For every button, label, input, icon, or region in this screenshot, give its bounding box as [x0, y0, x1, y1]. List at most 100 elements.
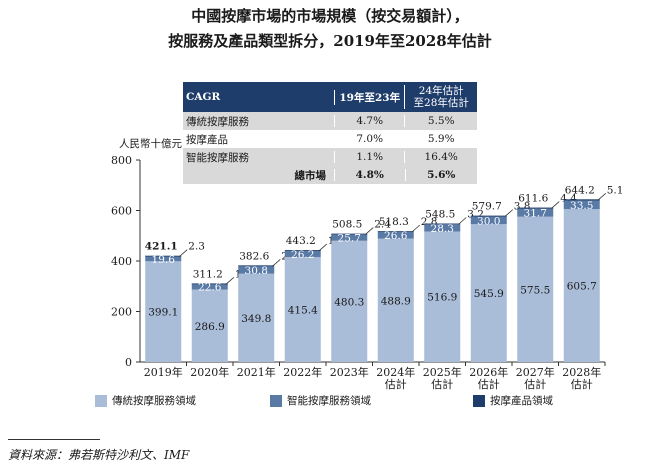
bar-segment-traditional	[377, 238, 414, 362]
bar-segment-smart	[517, 208, 554, 217]
source-note: 資料來源：弗若斯特沙利文、IMF	[8, 448, 190, 462]
data-label-total: 421.1	[145, 241, 178, 253]
x-tick-label: 2028年	[562, 365, 601, 379]
x-tick-label: 2019年	[144, 365, 183, 379]
cagr-row-value1: 1.1%	[333, 151, 405, 163]
data-label-smart: 28.3	[431, 223, 454, 235]
product-leader-line	[225, 277, 235, 285]
data-label-total: 644.2	[565, 184, 595, 196]
cagr-row-label: 傳統按摩服務	[186, 115, 249, 128]
bar-segment-product	[424, 223, 461, 225]
data-label-total: 579.7	[472, 201, 502, 213]
data-label-traditional: 349.8	[241, 313, 271, 325]
legend-label: 智能按摩服務領域	[287, 395, 371, 407]
bar-segment-product	[331, 233, 368, 235]
cagr-row-value1: 7.0%	[333, 133, 405, 145]
data-label-total: 311.2	[193, 268, 223, 280]
bar-segment-smart	[238, 265, 275, 274]
legend-item-smart: 智能按摩服務領域	[270, 393, 371, 408]
cagr-header-label: CAGR	[186, 91, 221, 103]
y-tick-label: 0	[125, 356, 132, 369]
cagr-header-period2-line2: 至28年估計	[413, 97, 469, 109]
data-label-smart: 30.0	[477, 215, 500, 227]
bar-segment-smart	[377, 231, 414, 239]
data-label-total: 548.5	[425, 209, 455, 221]
x-tick-label: 2020年	[190, 365, 229, 379]
data-label-traditional: 545.9	[474, 288, 504, 300]
data-label-total: 382.6	[239, 250, 269, 262]
legend-label: 按摩產品領域	[490, 395, 553, 407]
data-label-traditional: 488.9	[381, 295, 411, 307]
bar-segment-smart	[563, 200, 600, 210]
y-tick-label: 400	[111, 255, 132, 268]
data-label-traditional: 516.9	[427, 292, 457, 304]
bar-segment-traditional	[424, 231, 461, 362]
legend-item-product: 按摩產品領域	[473, 393, 553, 408]
x-tick-label: 2023年	[330, 365, 369, 379]
bar-segment-smart	[145, 256, 182, 262]
legend-item-traditional: 傳統按摩服務領域	[95, 393, 196, 408]
data-label-traditional: 480.3	[334, 296, 364, 308]
cagr-row-label: 智能按摩服務	[186, 151, 249, 164]
data-label-smart: 25.7	[338, 232, 361, 244]
data-label-product: 5.1	[607, 184, 624, 196]
bar-segment-product	[563, 199, 600, 201]
cagr-total-value2: 5.6%	[404, 169, 477, 181]
cagr-row-value2: 5.5%	[404, 115, 477, 127]
cagr-row-smart: 智能按摩服務 1.1% 16.4%	[183, 148, 477, 166]
bar-segment-product	[191, 283, 228, 285]
bar-segment-traditional	[563, 209, 600, 362]
cagr-row-label: 按摩產品	[186, 133, 228, 146]
cagr-header-period2-line1: 24年估計	[418, 85, 464, 97]
bar-segment-product	[238, 265, 275, 267]
cagr-row-total: 總市場 4.8% 5.6%	[183, 166, 477, 184]
y-tick-label: 800	[111, 154, 132, 167]
bar-segment-traditional	[238, 273, 275, 362]
bar-segment-product	[284, 250, 321, 251]
x-tick-label: 估計	[478, 377, 500, 391]
product-leader-line	[364, 227, 374, 235]
bar-segment-product	[145, 255, 182, 257]
product-leader-line	[411, 224, 421, 233]
data-label-total: 508.5	[332, 219, 362, 231]
y-axis-label: 人民幣十億元	[119, 138, 182, 150]
cagr-header-period1: 19年至23年	[333, 89, 405, 105]
data-label-smart: 31.7	[524, 208, 547, 220]
product-leader-line	[597, 193, 607, 201]
data-label-traditional: 286.9	[195, 321, 225, 333]
bar-segment-traditional	[284, 257, 321, 362]
data-label-traditional: 415.4	[288, 305, 318, 317]
data-label-total: 518.3	[379, 216, 409, 228]
bar-segment-traditional	[470, 224, 507, 362]
data-label-traditional: 575.5	[520, 284, 550, 296]
product-leader-line	[457, 217, 467, 225]
legend-label: 傳統按摩服務領域	[112, 395, 196, 407]
data-label-traditional: 605.7	[567, 281, 597, 293]
cagr-row-value1: 4.7%	[333, 115, 405, 127]
bar-segment-smart	[424, 224, 461, 232]
cagr-row-traditional: 傳統按摩服務 4.7% 5.5%	[183, 112, 477, 130]
y-tick-label: 600	[111, 205, 132, 218]
x-tick-label: 2021年	[237, 365, 276, 379]
cagr-header-period2: 24年估計 至28年估計	[404, 85, 477, 109]
x-tick-label: 估計	[431, 377, 453, 391]
bar-segment-product	[377, 231, 414, 232]
legend-swatch	[95, 394, 107, 407]
data-label-total: 611.6	[518, 193, 548, 205]
data-label-product: 2.3	[188, 241, 205, 253]
chart-title-line1: 中國按摩市場的市場規模（按交易額計），	[191, 7, 469, 25]
cagr-total-label: 總市場	[294, 169, 327, 182]
data-label-total: 443.2	[286, 235, 316, 247]
x-tick-label: 2025年	[423, 365, 462, 379]
bar-segment-traditional	[145, 261, 182, 362]
cagr-table-header: CAGR 19年至23年 24年估計 至28年估計	[183, 82, 477, 112]
x-tick-label: 2027年	[516, 365, 555, 379]
data-label-smart: 33.5	[570, 200, 593, 212]
x-tick-label: 2024年	[376, 365, 415, 379]
cagr-row-product: 按摩產品 7.0% 5.9%	[183, 130, 477, 148]
data-label-traditional: 399.1	[148, 307, 178, 319]
bar-segment-traditional	[331, 240, 368, 362]
cagr-row-value2: 16.4%	[404, 151, 477, 163]
cagr-row-value2: 5.9%	[404, 133, 477, 145]
